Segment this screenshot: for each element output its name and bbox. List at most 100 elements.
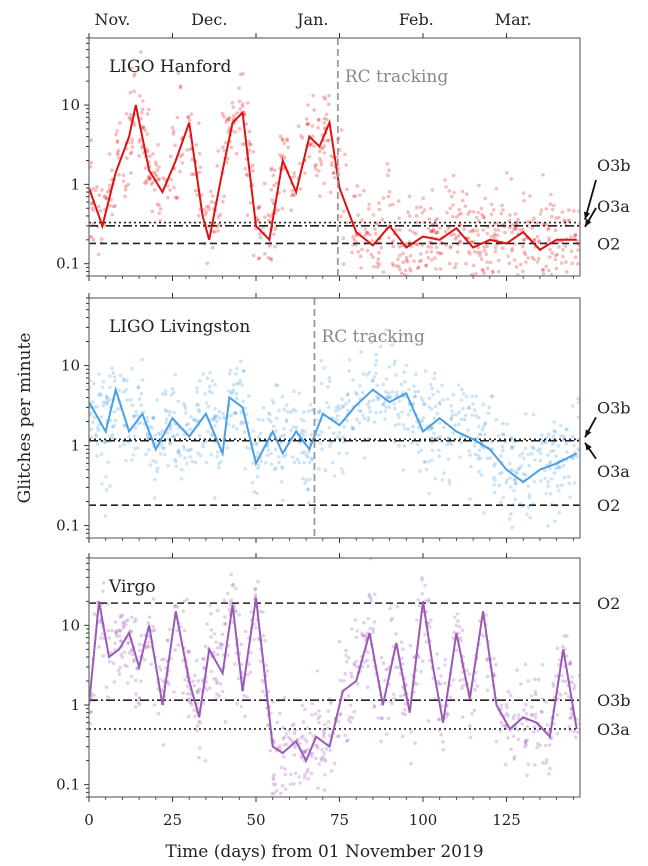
scatter-point xyxy=(213,406,217,411)
scatter-point xyxy=(383,417,387,421)
scatter-point xyxy=(266,255,271,260)
scatter-point xyxy=(408,214,412,218)
scatter-point xyxy=(130,145,135,149)
scatter-point xyxy=(396,412,401,417)
scatter-point xyxy=(303,772,307,777)
scatter-point xyxy=(118,373,123,378)
scatter-point xyxy=(530,451,534,456)
scatter-point xyxy=(498,471,502,476)
scatter-point xyxy=(195,390,199,395)
scatter-point xyxy=(324,112,329,117)
scatter-point xyxy=(94,434,99,439)
scatter-point xyxy=(355,184,360,188)
scatter-point xyxy=(300,136,305,140)
scatter-point xyxy=(457,213,461,217)
scatter-point xyxy=(537,256,541,261)
scatter-point xyxy=(414,232,418,236)
scatter-point xyxy=(173,143,177,147)
scatter-point xyxy=(303,707,307,712)
scatter-point xyxy=(326,138,331,143)
scatter-point xyxy=(362,620,366,625)
scatter-point xyxy=(224,141,228,145)
scatter-point xyxy=(345,187,349,192)
scatter-point xyxy=(331,171,336,175)
scatter-point xyxy=(316,786,320,791)
scatter-point xyxy=(300,703,305,708)
scatter-point xyxy=(436,666,441,671)
scatter-point xyxy=(513,478,518,482)
scatter-point xyxy=(203,392,207,396)
scatter-point xyxy=(95,404,99,409)
scatter-point xyxy=(504,702,509,707)
scatter-point xyxy=(569,235,573,239)
scatter-point xyxy=(180,467,184,472)
scatter-point xyxy=(499,703,504,708)
scatter-point xyxy=(311,93,316,98)
scatter-point xyxy=(226,653,230,658)
scatter-point xyxy=(421,196,426,200)
scatter-point xyxy=(352,663,357,667)
scatter-point xyxy=(499,500,503,505)
scatter-point xyxy=(365,231,370,236)
scatter-point xyxy=(513,226,517,230)
scatter-point xyxy=(252,637,256,642)
scatter-point xyxy=(510,248,514,253)
scatter-point xyxy=(244,122,249,126)
scatter-point xyxy=(239,411,243,415)
scatter-point xyxy=(554,674,558,678)
scatter-point xyxy=(346,392,350,396)
scatter-point xyxy=(570,403,575,408)
scatter-point xyxy=(377,201,381,205)
scatter-point xyxy=(161,446,166,451)
scatter-point xyxy=(223,720,228,724)
scatter-point xyxy=(379,344,383,349)
scatter-point xyxy=(257,256,262,260)
scatter-point xyxy=(105,395,110,400)
scatter-point xyxy=(117,634,122,639)
scatter-point xyxy=(306,103,310,107)
scatter-point xyxy=(163,392,168,397)
scatter-point xyxy=(337,431,342,435)
scatter-point xyxy=(546,480,550,484)
scatter-point xyxy=(313,712,318,716)
scatter-point xyxy=(431,436,435,441)
scatter-point xyxy=(101,379,106,384)
scatter-point xyxy=(501,723,505,728)
scatter-point xyxy=(387,365,392,369)
scatter-point xyxy=(138,420,143,425)
scatter-point xyxy=(240,662,244,667)
scatter-point xyxy=(154,460,158,464)
scatter-point xyxy=(576,248,580,252)
scatter-point xyxy=(501,208,505,212)
scatter-point xyxy=(501,421,505,426)
scatter-point xyxy=(109,418,113,423)
scatter-point xyxy=(324,747,329,751)
scatter-point xyxy=(423,632,427,637)
scatter-point xyxy=(187,650,192,655)
scatter-point xyxy=(510,446,514,450)
scatter-point xyxy=(506,689,511,694)
reference-label-o3a: O3a xyxy=(597,462,630,481)
scatter-point xyxy=(128,152,133,156)
scatter-point xyxy=(431,228,436,233)
scatter-point xyxy=(207,389,212,394)
scatter-point xyxy=(132,74,136,78)
scatter-point xyxy=(423,583,427,588)
scatter-point xyxy=(146,640,151,645)
scatter-point xyxy=(302,410,306,414)
scatter-point xyxy=(452,190,456,195)
scatter-point xyxy=(359,266,363,270)
scatter-point xyxy=(426,226,431,231)
scatter-point xyxy=(339,214,343,219)
scatter-point xyxy=(556,444,561,448)
scatter-point xyxy=(524,739,528,743)
scatter-point xyxy=(481,228,486,232)
scatter-point xyxy=(233,130,237,134)
scatter-point xyxy=(551,681,555,685)
scatter-point xyxy=(191,172,196,176)
scatter-point xyxy=(274,466,278,471)
scatter-point xyxy=(201,441,206,446)
scatter-point xyxy=(483,421,488,425)
scatter-point xyxy=(424,640,429,644)
scatter-point xyxy=(473,688,477,692)
